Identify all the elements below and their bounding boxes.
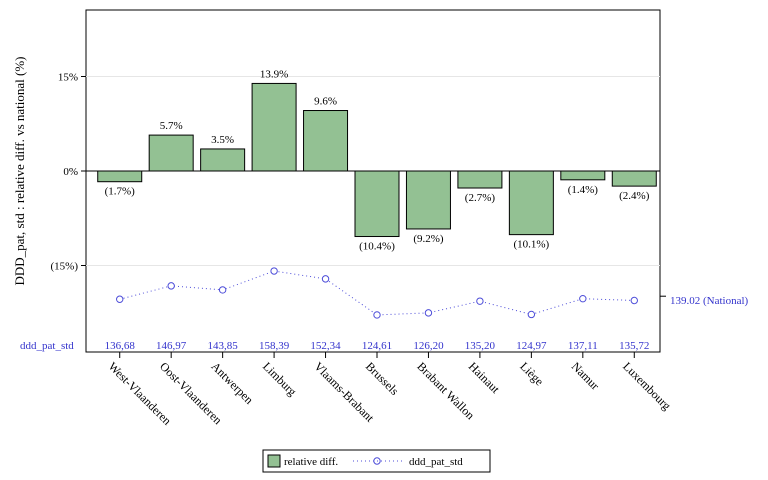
bar-label-0: (1.7%) [105, 186, 136, 198]
ddd-value-3: 158,39 [259, 340, 290, 352]
ddd-value-2: 143,85 [208, 340, 239, 352]
ddd-point-10 [630, 296, 638, 305]
ddd-value-0: 136,68 [105, 340, 136, 352]
legend-swatch-relative-diff [267, 454, 281, 468]
legend: relative diff. ddd_pat_std [262, 449, 491, 473]
ddd-point-0 [116, 295, 124, 303]
x-tick-label-9: Namur [569, 359, 602, 392]
ddd-point-5 [373, 311, 381, 319]
legend-label-relative-diff: relative diff. [284, 456, 338, 468]
x-tick-label-10: Luxembourg [620, 359, 674, 413]
legend-label-ddd: ddd_pat_std [409, 456, 463, 468]
ddd-point-4 [321, 275, 330, 283]
ddd-value-8: 124,97 [516, 340, 547, 352]
bar-10 [611, 170, 657, 187]
bar-5 [354, 170, 400, 238]
bar-label-10: (2.4%) [619, 190, 650, 202]
bar-0 [97, 170, 143, 183]
bar-label-8: (10.1%) [513, 239, 549, 251]
bar-label-1: 5.7% [160, 120, 183, 132]
y-tick-label: (15%) [51, 261, 79, 273]
bar-4 [303, 110, 349, 172]
bar-label-6: (9.2%) [413, 233, 444, 245]
x-tick-label-8: Liège [517, 359, 546, 388]
bar-6 [405, 170, 451, 230]
bar-3 [251, 82, 297, 172]
bar-1 [148, 134, 194, 172]
y-axis-ticks: 15% 0% (15%) [51, 72, 86, 273]
bar-8 [508, 170, 554, 236]
table-row-label: ddd_pat_std [20, 340, 74, 352]
legend-box [262, 449, 491, 473]
ddd-value-4: 152,34 [310, 340, 341, 352]
y-axis-label: DDD_pat, std : relative diff. vs nationa… [12, 56, 27, 285]
ddd-point-1 [167, 282, 175, 290]
ddd-point-7 [476, 297, 484, 305]
ddd-value-7: 135,20 [465, 340, 496, 352]
ddd-point-2 [218, 286, 227, 294]
x-tick-label-7: Hainaut [466, 359, 503, 396]
ddd-value-9: 137,11 [568, 340, 598, 352]
bar-label-7: (2.7%) [465, 192, 496, 204]
bar-label-2: 3.5% [211, 134, 234, 146]
ddd-table-row: 136,68 146,97 143,85 158,39 152,34 124,61 126,… [105, 340, 650, 352]
ddd-point-6 [424, 309, 433, 317]
ddd-point-3 [270, 267, 278, 275]
ddd-value-1: 146,97 [156, 340, 187, 352]
ddd-point-9 [579, 294, 587, 303]
bar-label-4: 9.6% [314, 96, 337, 108]
ddd-value-6: 126,20 [413, 340, 444, 352]
legend-marker-ddd [373, 457, 381, 465]
bar-value-labels: (1.7%) 5.7% 3.5% 13.9% 9.6% (10.4%) (9.2%) (2.7… [105, 68, 650, 252]
bar-2 [200, 148, 246, 172]
ddd-series [116, 267, 638, 319]
x-tick-label-5: Brussels [363, 359, 402, 398]
ddd-value-5: 124,61 [362, 340, 392, 352]
y-tick-label: 15% [58, 72, 78, 84]
gridlines [86, 76, 660, 266]
bars [97, 82, 657, 238]
bar-label-3: 13.9% [260, 68, 288, 80]
bar-9 [560, 170, 606, 181]
bar-label-9: (1.4%) [568, 184, 599, 196]
x-tick-label-3: Limburg [260, 359, 299, 398]
ddd-point-8 [527, 310, 536, 319]
ddd-value-10: 135,72 [619, 340, 649, 352]
bar-label-5: (10.4%) [359, 241, 395, 253]
bar-7 [457, 170, 503, 189]
y-tick-label: 0% [63, 166, 78, 178]
x-tick-label-2: Antwerpen [209, 359, 257, 407]
national-label: 139.02 (National) [670, 295, 749, 307]
